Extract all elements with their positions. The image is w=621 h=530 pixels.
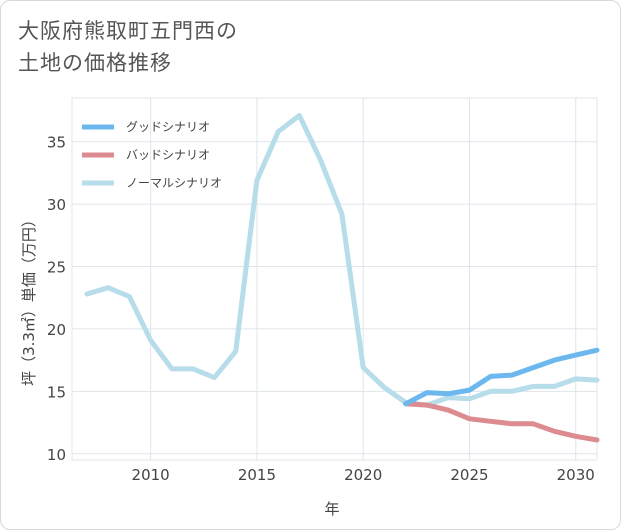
chart-title: 大阪府熊取町五門西の 土地の価格推移 — [18, 15, 238, 79]
legend-label: バッドシナリオ — [126, 148, 210, 162]
x-tick-label: 2010 — [132, 466, 170, 484]
x-tick-label: 2015 — [238, 466, 276, 484]
y-tick-label: 30 — [47, 196, 66, 214]
x-tick-label: 2025 — [450, 466, 488, 484]
series-line-0 — [403, 347, 600, 407]
series-lines — [84, 113, 600, 443]
y-tick-label: 25 — [47, 259, 66, 277]
chart-title-line2: 土地の価格推移 — [18, 51, 172, 75]
x-axis-ticks: 2010 2015 2020 2025 2030 — [132, 466, 595, 484]
y-axis-title: 坪（3.3㎡）単価（万円） — [20, 212, 38, 386]
series-line-2 — [84, 113, 600, 408]
x-tick-label: 2030 — [557, 466, 595, 484]
y-tick-label: 15 — [47, 383, 66, 401]
plot-area — [71, 97, 598, 461]
y-axis-ticks: 10 15 20 25 30 35 — [47, 134, 66, 464]
y-tick-label: 20 — [47, 321, 66, 339]
chart-title-line1: 大阪府熊取町五門西の — [18, 19, 238, 43]
y-tick-label: 10 — [47, 446, 66, 464]
x-tick-label: 2020 — [344, 466, 382, 484]
x-axis-title: 年 — [324, 500, 339, 518]
legend-label: グッドシナリオ — [126, 120, 210, 134]
y-tick-label: 35 — [47, 134, 66, 152]
series-line-1 — [403, 401, 600, 443]
legend-label: ノーマルシナリオ — [126, 176, 222, 190]
